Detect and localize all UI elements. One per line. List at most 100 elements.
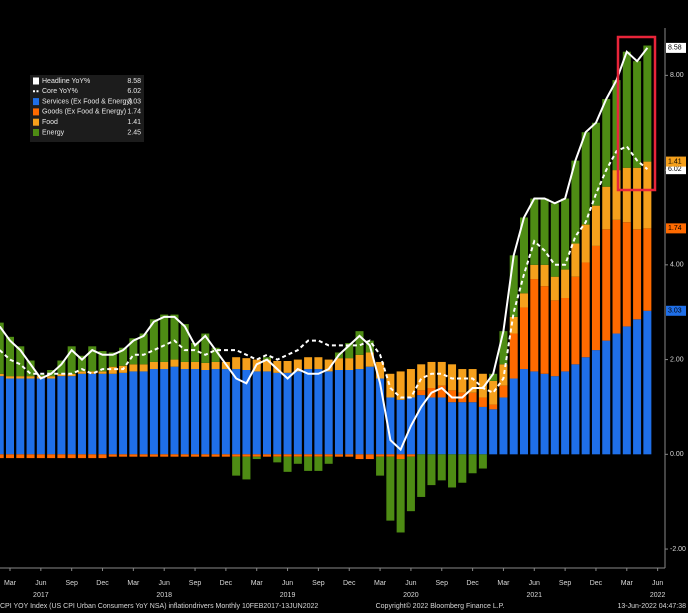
bar-segment: [26, 378, 35, 455]
footer-right: 13-Jun-2022 04:47:38: [618, 603, 687, 610]
bar-segment: [232, 454, 241, 457]
x-tick-label: Mar: [4, 580, 17, 587]
bar-segment: [36, 454, 45, 459]
bar-segment: [396, 454, 405, 460]
bar-segment: [386, 373, 395, 398]
bar-segment: [67, 454, 76, 459]
bar-segment: [36, 374, 45, 377]
bar-segment: [201, 362, 210, 370]
bar-segment: [160, 369, 169, 455]
x-tick-label: Mar: [497, 580, 510, 587]
bar-segment: [129, 364, 138, 372]
legend-value: 6.02: [127, 88, 141, 95]
bar-segment: [314, 454, 323, 457]
bar-segment: [334, 358, 343, 370]
bar-segment: [26, 376, 35, 379]
legend-label: Energy: [42, 129, 65, 136]
bar-segment: [16, 378, 25, 455]
bar-segment: [6, 378, 14, 455]
bar-segment: [530, 264, 539, 280]
bar-segment: [633, 167, 642, 230]
last-value-box: [666, 164, 686, 175]
bar-segment: [160, 314, 169, 362]
bar-segment: [47, 376, 56, 379]
bar-segment: [540, 198, 549, 265]
bar-segment: [448, 402, 457, 455]
bar-segment: [355, 354, 364, 370]
bar-segment: [273, 361, 282, 373]
bar-segment: [345, 454, 354, 457]
bar-segment: [242, 454, 251, 457]
bar-segment: [499, 331, 508, 365]
x-year-label: 2022: [650, 592, 666, 599]
bar-segment: [478, 406, 487, 455]
bar-segment: [263, 371, 271, 455]
bar-segment: [304, 369, 313, 455]
bar-segment: [386, 456, 395, 521]
bar-segment: [437, 385, 446, 398]
x-tick-label: Dec: [590, 580, 603, 587]
bar-segment: [550, 300, 559, 377]
bar-segment: [602, 186, 611, 230]
footer-center: Copyright© 2022 Bloomberg Finance L.P.: [376, 602, 505, 610]
bar-segment: [612, 80, 621, 171]
bar-segment: [561, 298, 570, 372]
x-tick-label: Mar: [374, 580, 387, 587]
legend-swatch: [33, 118, 39, 126]
bar-segment: [180, 361, 189, 370]
bar-segment: [263, 357, 271, 360]
x-tick-label: Sep: [436, 580, 449, 587]
bar-segment: [242, 358, 251, 370]
bar-segment: [417, 454, 426, 497]
bar-segment: [561, 371, 570, 455]
bar-segment: [16, 454, 25, 459]
legend-label: Food: [42, 119, 58, 126]
bar-segment: [273, 456, 282, 463]
bar-segment: [509, 378, 518, 455]
bar-segment: [345, 343, 354, 359]
last-value-label: 8.58: [668, 45, 682, 52]
bar-segment: [499, 364, 508, 386]
bar-segment: [458, 402, 467, 455]
bar-segment: [355, 331, 364, 355]
bar-segment: [550, 276, 559, 301]
bar-segment: [191, 343, 200, 362]
x-tick-label: Dec: [466, 580, 479, 587]
bar-segment: [232, 456, 241, 476]
bar-segment: [98, 454, 107, 459]
bar-segment: [571, 276, 580, 365]
bar-segment: [16, 346, 25, 377]
bar-segment: [201, 333, 210, 363]
x-tick-label: Sep: [189, 580, 202, 587]
bar-segment: [571, 160, 580, 244]
bar-segment: [550, 203, 559, 277]
bar-segment: [458, 454, 467, 483]
bar-segment: [376, 361, 385, 379]
bar-segment: [211, 454, 220, 457]
legend-label: Goods (Ex Food & Energy): [42, 109, 126, 116]
bar-segment: [591, 122, 600, 206]
bar-segment: [427, 397, 436, 455]
bar-segment: [437, 397, 446, 455]
bar-segment: [633, 319, 642, 455]
bar-segment: [149, 319, 158, 362]
bar-segment: [345, 370, 354, 455]
y-tick-label: -2.00: [670, 546, 686, 553]
bar-segment: [396, 399, 405, 455]
bar-segment: [6, 376, 14, 379]
x-tick-label: Sep: [559, 580, 572, 587]
bar-segment: [489, 404, 498, 410]
bar-segment: [509, 316, 518, 334]
x-tick-label: Jun: [282, 580, 293, 587]
x-tick-label: Dec: [220, 580, 233, 587]
bar-segment: [0, 376, 4, 455]
x-tick-label: Dec: [96, 580, 109, 587]
bar-segment: [581, 132, 590, 225]
bar-segment: [448, 364, 457, 391]
bar-segment: [633, 229, 642, 320]
bar-segment: [108, 373, 117, 455]
bar-segment: [293, 454, 302, 457]
x-tick-label: Jun: [652, 580, 663, 587]
bar-segment: [242, 456, 251, 480]
x-tick-label: Dec: [343, 580, 356, 587]
